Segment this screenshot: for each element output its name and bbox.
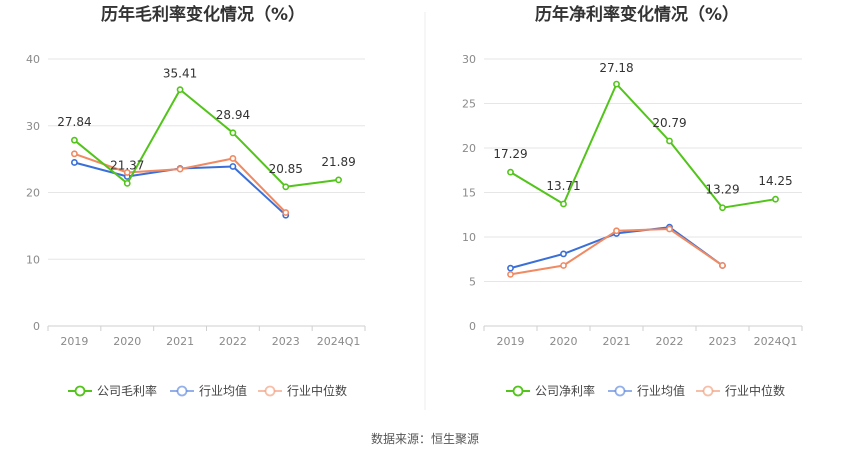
data-label: 35.41 [163,67,197,81]
legend-item-median: 行业中位数 [696,383,785,398]
legend-label: 行业中位数 [725,383,785,398]
data-label: 13.71 [546,179,580,193]
legend-label: 公司净利率 [535,383,595,398]
x-tick-label: 2023 [272,335,300,348]
data-label: 27.18 [599,61,633,75]
data-point-median [719,262,726,269]
data-point-company [176,86,184,94]
data-point-company [71,136,78,144]
x-tick-label: 2024Q1 [317,335,361,348]
data-point-company [229,129,237,137]
chart-title: 历年毛利率变化情况（%） [101,4,305,25]
x-tick-label: 2022 [219,335,247,348]
data-point-company [282,183,290,191]
y-tick-label: 40 [26,53,40,66]
legend-swatch-marker [512,385,524,397]
legend-swatch-marker [74,385,86,397]
data-label: 21.89 [321,155,355,169]
y-tick-label: 15 [462,187,476,200]
data-label: 17.29 [493,147,527,161]
data-label: 20.79 [652,116,686,130]
y-tick-label: 20 [462,142,476,155]
data-point-avg [71,159,78,166]
x-tick-label: 2020 [113,335,141,348]
data-point-company [123,179,131,187]
x-tick-label: 2023 [709,335,737,348]
legend-item-company: 公司净利率 [506,383,595,398]
data-label: 20.85 [269,162,303,176]
series-line-company [73,88,339,188]
data-point-avg [507,264,514,272]
data-point-median [176,165,184,173]
data-label: 13.29 [705,183,739,197]
chart-panel-2: 历年净利率变化情况（%） 0 5 10 15 20 25 30 2019 2020 2021 2022… [462,4,803,398]
data-label: 14.25 [758,174,792,188]
data-point-median [123,169,131,176]
data-point-company [335,176,342,184]
data-label: 27.84 [57,115,91,129]
x-tick-label: 2019 [497,335,525,348]
data-point-median [507,270,514,278]
legend-item-company: 公司毛利率 [68,383,157,398]
y-tick-label: 10 [462,231,476,244]
x-tick-label: 2019 [60,335,88,348]
y-tick-label: 5 [469,276,476,289]
legend-item-avg: 行业均值 [608,383,685,398]
data-point-median [666,225,673,233]
y-tick-label: 10 [26,253,40,266]
data-point-company [613,80,620,88]
y-tick-label: 0 [469,320,476,333]
data-point-median [613,227,620,235]
y-tick-label: 20 [26,187,40,200]
data-point-company [772,195,779,203]
y-tick-label: 30 [26,120,40,133]
chart-title: 历年净利率变化情况（%） [535,4,739,25]
data-point-company [666,137,673,145]
legend-item-avg: 行业均值 [170,383,247,398]
y-tick-label: 0 [33,320,40,333]
legend-swatch-marker [264,385,276,397]
legend-swatch-marker [614,385,626,397]
series-line-company [509,83,776,209]
data-point-median [229,155,237,162]
chart-panel-1: 历年毛利率变化情况（%） 0 10 20 30 40 2019 2020 2021 2022 202… [26,4,366,398]
x-tick-label: 2021 [166,335,194,348]
x-tick-label: 2022 [656,335,684,348]
legend-label: 行业均值 [637,383,685,398]
legend-swatch-marker [176,385,188,397]
legend-swatch-marker [702,385,714,397]
legend-item-median: 行业中位数 [258,383,347,398]
legend-label: 行业均值 [199,383,247,398]
x-tick-label: 2021 [603,335,631,348]
data-point-median [560,262,567,269]
data-point-median [71,150,78,158]
data-label: 21.37 [110,158,144,172]
y-tick-label: 30 [462,53,476,66]
x-tick-label: 2024Q1 [754,335,798,348]
data-point-avg [229,163,237,170]
x-tick-label: 2020 [550,335,578,348]
data-label: 28.94 [216,108,250,122]
data-point-avg [560,250,567,258]
data-source-text: 数据来源：恒生聚源 [371,431,479,446]
y-tick-label: 25 [462,98,476,111]
series-line-median [74,152,287,214]
data-point-company [507,168,514,176]
legend-label: 行业中位数 [287,383,347,398]
legend-label: 公司毛利率 [97,383,157,398]
data-point-median [282,209,290,216]
data-point-company [560,200,567,208]
data-point-company [719,204,726,212]
